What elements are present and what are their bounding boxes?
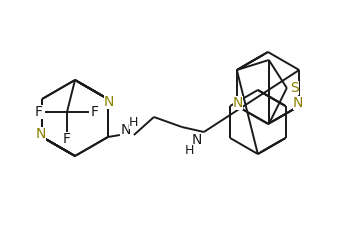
Text: N: N — [36, 127, 46, 141]
Text: S: S — [291, 81, 299, 95]
Text: H: H — [185, 143, 195, 156]
Text: N: N — [232, 96, 243, 110]
Text: N: N — [104, 95, 114, 109]
Text: N: N — [293, 96, 303, 110]
Text: N: N — [192, 133, 202, 147]
Text: F: F — [91, 105, 99, 119]
Text: F: F — [63, 132, 71, 146]
Text: N: N — [121, 123, 131, 137]
Text: F: F — [35, 105, 43, 119]
Text: H: H — [129, 116, 139, 128]
